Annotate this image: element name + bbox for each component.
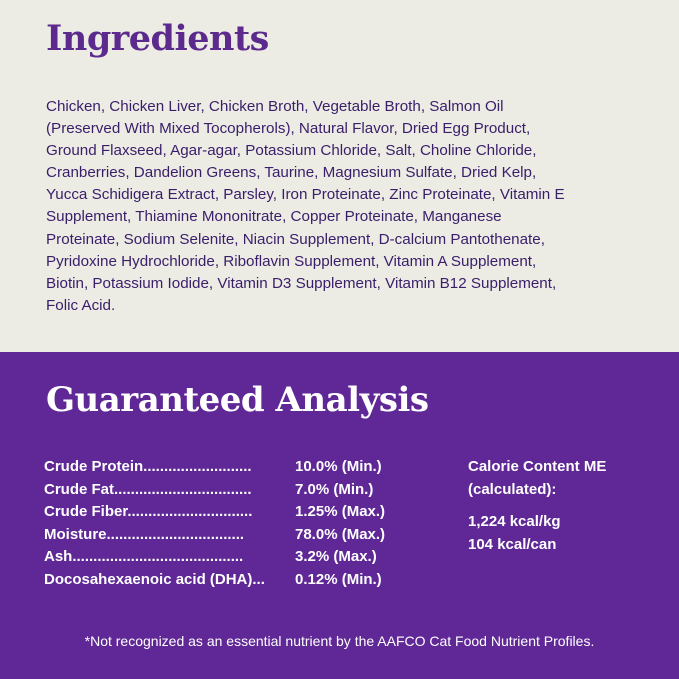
calorie-label: Calorie Content ME <box>468 458 607 475</box>
analysis-row: Crude Protein.......................... 1… <box>44 456 385 479</box>
ingredients-line: Chicken, Chicken Liver, Chicken Broth, V… <box>46 98 504 115</box>
ingredients-line: Folic Acid. <box>46 296 116 314</box>
ingredients-line: (Preserved With Mixed Tocopherols), Natu… <box>46 120 531 138</box>
analysis-row: Moisture................................… <box>44 524 385 547</box>
analysis-table: Crude Protein.......................... 1… <box>44 456 385 592</box>
nutrient-name: Docosahexaenoic acid (DHA)... <box>44 570 265 588</box>
ingredients-line: Ground Flaxseed, Agar-agar, Potassium Ch… <box>46 142 537 160</box>
nutrient-name: Crude Fiber.............................… <box>44 503 253 521</box>
ingredients-line: Biotin, Potassium Iodide, Vitamin D3 Sup… <box>46 274 557 292</box>
nutrient-name: Moisture................................… <box>44 525 245 543</box>
ingredients-line: Pyridoxine Hydrochloride, Riboflavin Sup… <box>46 252 537 270</box>
nutrient-value: 10.0% (Min.) <box>295 458 382 475</box>
analysis-title: Guaranteed Analysis <box>46 380 429 420</box>
ingredients-line: Cranberries, Dandelion Greens, Taurine, … <box>46 164 537 182</box>
footnote: *Not recognized as an essential nutrient… <box>84 633 595 649</box>
nutrient-value: 78.0% (Max.) <box>295 525 386 543</box>
analysis-row: Docosahexaenoic acid (DHA)... 0.12% (Min.… <box>44 569 385 592</box>
ingredients-line: Proteinate, Sodium Selenite, Niacin Supp… <box>46 230 545 248</box>
nutrient-name: Crude Fat...............................… <box>44 480 252 498</box>
nutrient-value: 7.0% (Min.) <box>295 480 374 498</box>
calorie-content: Calorie Content ME (calculated): 1,224 k… <box>468 456 606 556</box>
ingredients-line: Supplement, Thiamine Mononitrate, Copper… <box>46 208 502 226</box>
analysis-row: Crude Fiber.............................… <box>44 501 385 524</box>
analysis-row: Ash.....................................… <box>44 546 385 569</box>
calorie-per-can: 104 kcal/can <box>468 535 557 553</box>
analysis-section: Guaranteed Analysis Crude Protein.......… <box>0 352 679 679</box>
ingredients-list: Chicken, Chicken Liver, Chicken Broth, V… <box>46 96 565 317</box>
nutrient-name: Crude Protein.......................... <box>44 458 252 475</box>
nutrient-value: 3.2% (Max.) <box>295 548 377 566</box>
nutrient-name: Ash.....................................… <box>44 548 244 566</box>
nutrient-value: 0.12% (Min.) <box>295 570 382 588</box>
nutrient-value: 1.25% (Max.) <box>295 503 386 521</box>
ingredients-section: Ingredients Chicken, Chicken Liver, Chic… <box>0 0 679 352</box>
calorie-per-kg: 1,224 kcal/kg <box>468 513 561 531</box>
ingredients-line: Yucca Schidigera Extract, Parsley, Iron … <box>46 186 565 204</box>
ingredients-title: Ingredients <box>46 18 269 59</box>
calorie-label-sub: (calculated): <box>468 480 557 498</box>
analysis-row: Crude Fat...............................… <box>44 479 385 502</box>
